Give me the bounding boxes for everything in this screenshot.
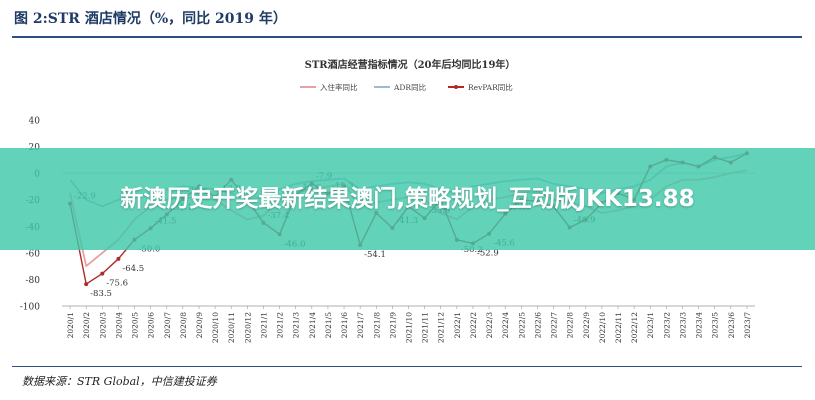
legend-label: 入住率同比 [320,82,358,92]
x-tick-label: 2022/7 [550,312,559,339]
data-source: 数据来源：STR Global，中信建投证券 [22,375,217,388]
x-tick-label: 2021/6 [340,312,349,339]
x-tick-label: 2022/3 [485,312,494,339]
x-tick-label: 2021/2 [276,312,285,339]
x-tick-label: 2020/3 [98,312,107,339]
x-tick-label: 2021/5 [324,312,333,339]
legend-label: ADR同比 [393,82,427,92]
x-tick-label: 2022/10 [598,312,607,343]
x-tick-label: 2022/4 [501,312,510,339]
x-tick-label: 2020/12 [243,312,252,343]
x-tick-label: 2020/6 [147,312,156,339]
x-tick-label: 2021/9 [388,312,397,339]
x-tick-label: 2022/6 [533,312,542,339]
y-tick-label: -100 [20,303,40,313]
x-tick-label: 2023/7 [743,312,752,339]
legend-marker [454,85,458,89]
x-tick-label: 2020/7 [163,312,172,339]
x-tick-label: 2022/5 [517,312,526,339]
x-tick-label: 2020/2 [82,312,91,339]
x-tick-label: 2021/12 [437,312,446,343]
data-label: -83.5 [90,289,112,299]
bottom-rule [12,366,802,367]
x-tick-label: 2023/2 [662,312,671,339]
data-label: -64.5 [122,264,144,274]
x-tick-label: 2021/1 [259,312,268,338]
x-tick-label: 2022/12 [630,312,639,343]
x-tick-label: 2020/11 [227,312,236,343]
revpar-point [84,282,89,287]
y-tick-label: 40 [29,117,41,127]
y-tick-label: -60 [26,249,41,259]
revpar-point [116,256,121,261]
x-tick-label: 2023/6 [727,312,736,339]
chart-title: STR酒店经营指标情况（20年后均同比19年） [305,58,516,71]
x-tick-label: 2020/4 [114,312,123,339]
promo-banner[interactable]: 新澳历史开奖最新结果澳门,策略规划_互动版JKK13.88 [0,148,815,250]
promo-banner-text: 新澳历史开奖最新结果澳门,策略规划_互动版JKK13.88 [120,186,695,212]
x-tick-label: 2021/4 [308,312,317,339]
y-tick-label: -80 [26,276,41,286]
figure-title: 图 2:STR 酒店情况（%，同比 2019 年） [14,11,287,27]
chart-legend: 入住率同比 ADR同比 RevPAR同比 [300,82,513,92]
x-tick-label: 2021/11 [421,312,430,343]
x-tick-label: 2022/2 [469,312,478,339]
x-tick-label: 2021/8 [372,312,381,339]
top-rule [12,36,802,38]
x-tick-label: 2020/10 [211,312,220,343]
x-tick-label: 2023/3 [678,312,687,339]
x-tick-label: 2022/11 [614,312,623,343]
revpar-point [100,271,105,276]
data-label: -52.9 [477,248,499,258]
x-tick-label: 2021/7 [356,312,365,339]
x-tick-label: 2023/1 [646,312,655,338]
x-tick-label: 2020/9 [195,312,204,339]
x-tick-label: 2022/8 [566,312,575,339]
x-tick-label: 2023/4 [695,312,704,339]
data-label: -75.6 [106,279,128,289]
x-tick-label: 2020/1 [66,312,75,338]
data-label: -54.1 [364,250,386,260]
x-tick-label: 2020/8 [179,312,188,339]
x-tick-label: 2020/5 [131,312,140,339]
legend-label: RevPAR同比 [468,82,513,92]
x-tick-label: 2023/5 [711,312,720,339]
x-axis: 2020/1 2020/2 2020/3 2020/4 2020/5 2020/6 2020… [62,305,755,343]
x-tick-label: 2022/9 [582,312,591,339]
x-tick-label: 2021/10 [405,312,414,343]
x-tick-label: 2022/1 [453,312,462,338]
x-tick-label: 2021/3 [292,312,301,339]
